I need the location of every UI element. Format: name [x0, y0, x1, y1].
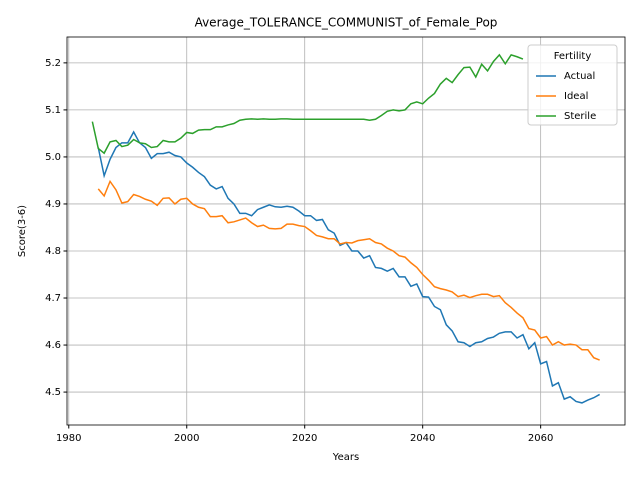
y-tick-label: 4.9 — [45, 199, 61, 210]
y-axis-label: Score(3-6) — [17, 205, 28, 257]
x-axis-label: Years — [332, 452, 359, 463]
y-tick-label: 5.2 — [45, 58, 61, 69]
legend-label: Sterile — [564, 111, 596, 122]
y-tick-label: 4.8 — [45, 246, 61, 257]
line-series — [97, 179, 600, 361]
y-tick-label: 4.7 — [45, 293, 61, 304]
x-tick-label: 2020 — [292, 433, 317, 444]
x-tick-label: 2040 — [410, 433, 435, 444]
x-tick-label: 2060 — [528, 433, 553, 444]
chart-title: Average_TOLERANCE_COMMUNIST_of_Female_Po… — [195, 16, 498, 30]
y-tick-label: 4.5 — [45, 387, 61, 398]
legend-title: Fertility — [554, 51, 592, 62]
line-series — [91, 53, 524, 155]
y-tick-label: 5.0 — [45, 152, 61, 163]
legend: Fertility Actual Ideal Sterile — [527, 44, 618, 126]
y-tick-label: 4.6 — [45, 340, 61, 351]
y-tick-label: 5.1 — [45, 105, 61, 116]
x-tick-label: 2000 — [174, 433, 199, 444]
legend-box — [527, 44, 618, 126]
plot-frame — [66, 36, 626, 426]
line-series — [97, 130, 601, 404]
legend-label: Actual — [564, 71, 595, 82]
x-tick-label: 1980 — [56, 433, 81, 444]
legend-label: Ideal — [564, 91, 588, 102]
